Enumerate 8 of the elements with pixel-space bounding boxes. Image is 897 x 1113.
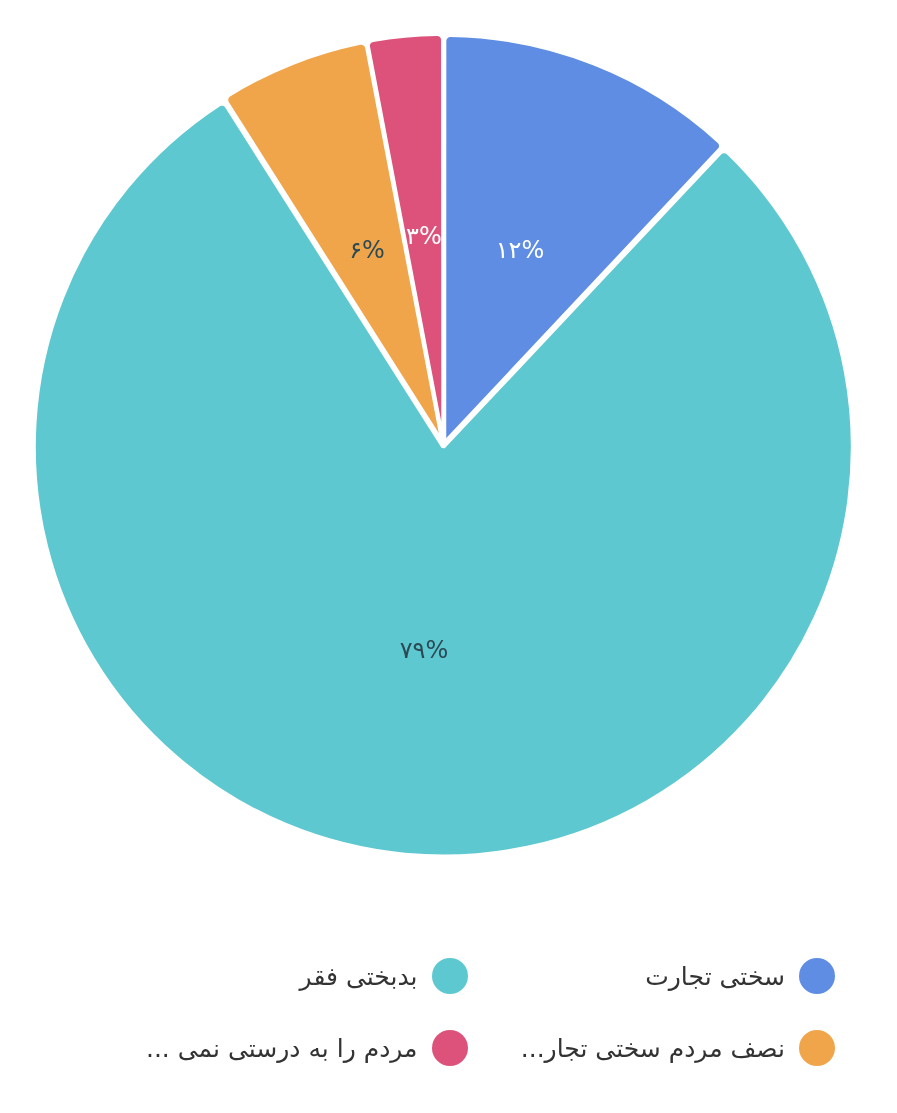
data-label: ۱۲% xyxy=(495,236,545,264)
data-label: ۳% xyxy=(406,222,442,251)
legend-label: سختی تجارت xyxy=(645,961,785,991)
legend-label: مردم را به درستی نمی ... xyxy=(145,1033,418,1063)
legend-label: بدبختی فقر xyxy=(299,961,418,991)
legend-label: نصف مردم سختی تجار... xyxy=(520,1033,785,1063)
data-label: ۷۹% xyxy=(399,636,449,665)
data-label: ۶% xyxy=(349,236,385,264)
